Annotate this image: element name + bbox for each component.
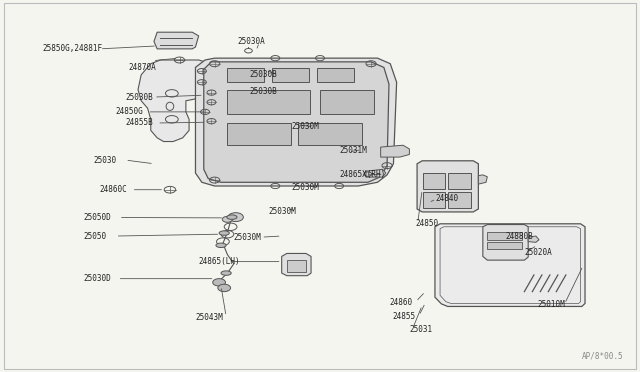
Text: 25030B: 25030B [250,70,278,79]
Bar [487,241,522,249]
Text: 24850: 24850 [416,219,439,228]
Bar [317,68,354,82]
Ellipse shape [216,243,226,247]
Text: AP/8*00.5: AP/8*00.5 [582,351,623,360]
Bar [227,123,291,145]
Text: 25010M: 25010M [537,300,565,309]
Polygon shape [282,253,311,276]
Polygon shape [478,175,487,184]
Polygon shape [528,236,539,242]
Polygon shape [381,145,410,157]
Polygon shape [483,225,528,260]
Text: 24880B: 24880B [505,231,533,241]
Text: 25030M: 25030M [234,233,262,243]
Bar [487,232,522,240]
Text: 25030: 25030 [93,155,116,164]
Text: 24860C: 24860C [100,185,127,194]
Bar [227,90,310,114]
Text: 24855B: 24855B [125,119,153,128]
Polygon shape [195,58,397,186]
Circle shape [218,284,230,292]
Bar [423,192,445,208]
Bar [298,123,362,145]
Text: 24865(LH): 24865(LH) [198,257,240,266]
Text: 24855: 24855 [392,312,415,321]
Polygon shape [154,32,198,49]
Text: 24865X(RH): 24865X(RH) [339,170,385,179]
Bar [227,68,264,82]
Text: 25031: 25031 [410,325,433,334]
Text: 25030B: 25030B [250,87,278,96]
Text: 24870A: 24870A [129,63,156,72]
Polygon shape [435,224,585,307]
Text: 24860: 24860 [389,298,412,307]
Circle shape [212,279,225,286]
Ellipse shape [219,231,229,235]
Bar [287,260,306,272]
Text: 25030M: 25030M [269,208,297,217]
Ellipse shape [221,271,231,275]
Polygon shape [366,169,386,177]
Bar [449,192,470,208]
Circle shape [222,217,232,222]
Bar [423,173,445,189]
Text: 25030M: 25030M [291,122,319,131]
Text: 25043M: 25043M [195,313,223,322]
Text: 24840: 24840 [435,195,458,203]
Text: 25030D: 25030D [84,274,111,283]
Bar [320,90,374,114]
Polygon shape [204,62,389,182]
Text: 25030M: 25030M [291,183,319,192]
Bar [449,173,470,189]
Ellipse shape [227,215,237,219]
Polygon shape [138,60,214,141]
Text: 25031M: 25031M [339,146,367,155]
Text: 25050D: 25050D [84,213,111,222]
Polygon shape [417,161,478,212]
Text: 25850G,24881F: 25850G,24881F [42,44,102,53]
Text: 25030B: 25030B [125,93,153,102]
Bar [272,68,309,82]
Text: 25020A: 25020A [524,248,552,257]
Text: 25030A: 25030A [237,37,265,46]
Text: 24850G: 24850G [116,108,143,116]
Circle shape [228,213,243,222]
Text: 25050: 25050 [84,231,107,241]
